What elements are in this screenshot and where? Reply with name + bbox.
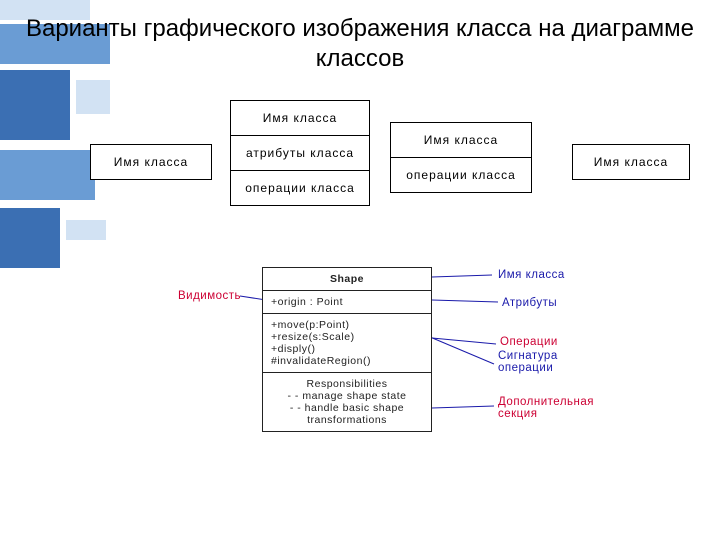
uml-cell: операции класса [231, 171, 369, 205]
slide-title: Варианты графического изображения класса… [0, 14, 720, 74]
uml-shape-class: Shape +origin : Point +move(p:Point)+res… [262, 267, 432, 432]
annotation-operations: Операции [500, 336, 558, 348]
shape-line: +disply() [271, 343, 423, 355]
uml-box-name-only-2: Имя класса [572, 144, 690, 180]
uml-cell: Имя класса [391, 123, 531, 158]
annotation-attributes: Атрибуты [502, 297, 557, 309]
uml-cell: Имя класса [91, 145, 211, 179]
annotation-signature: Сигнатура операции [498, 350, 558, 374]
uml-cell: атрибуты класса [231, 136, 369, 171]
annotation-extra: Дополнительная секция [498, 396, 594, 420]
shape-line: +move(p:Point) [271, 319, 423, 331]
shape-resp-line: - - handle basic shape [271, 402, 423, 414]
uml-cell: операции класса [391, 158, 531, 192]
shape-line: #invalidateRegion() [271, 355, 423, 367]
shape-name: Shape [263, 268, 431, 291]
shape-line: +origin : Point [271, 296, 423, 308]
shape-operations: +move(p:Point)+resize(s:Scale)+disply()#… [263, 314, 431, 373]
shape-resp-line: transformations [271, 414, 423, 426]
shape-line: +resize(s:Scale) [271, 331, 423, 343]
shape-resp-line: - - manage shape state [271, 390, 423, 402]
shape-responsibilities: Responsibilities- - manage shape state- … [263, 373, 431, 431]
shape-attributes: +origin : Point [263, 291, 431, 314]
uml-box-full: Имя классаатрибуты классаоперации класса [230, 100, 370, 206]
slide-stage: Варианты графического изображения класса… [0, 0, 720, 540]
uml-cell: Имя класса [573, 145, 689, 179]
uml-cell: Имя класса [231, 101, 369, 136]
uml-box-name-only: Имя класса [90, 144, 212, 180]
annotation-classname: Имя класса [498, 269, 565, 281]
uml-box-name-ops: Имя классаоперации класса [390, 122, 532, 193]
shape-resp-title: Responsibilities [271, 378, 423, 390]
annotation-visibility: Видимость [178, 290, 241, 302]
